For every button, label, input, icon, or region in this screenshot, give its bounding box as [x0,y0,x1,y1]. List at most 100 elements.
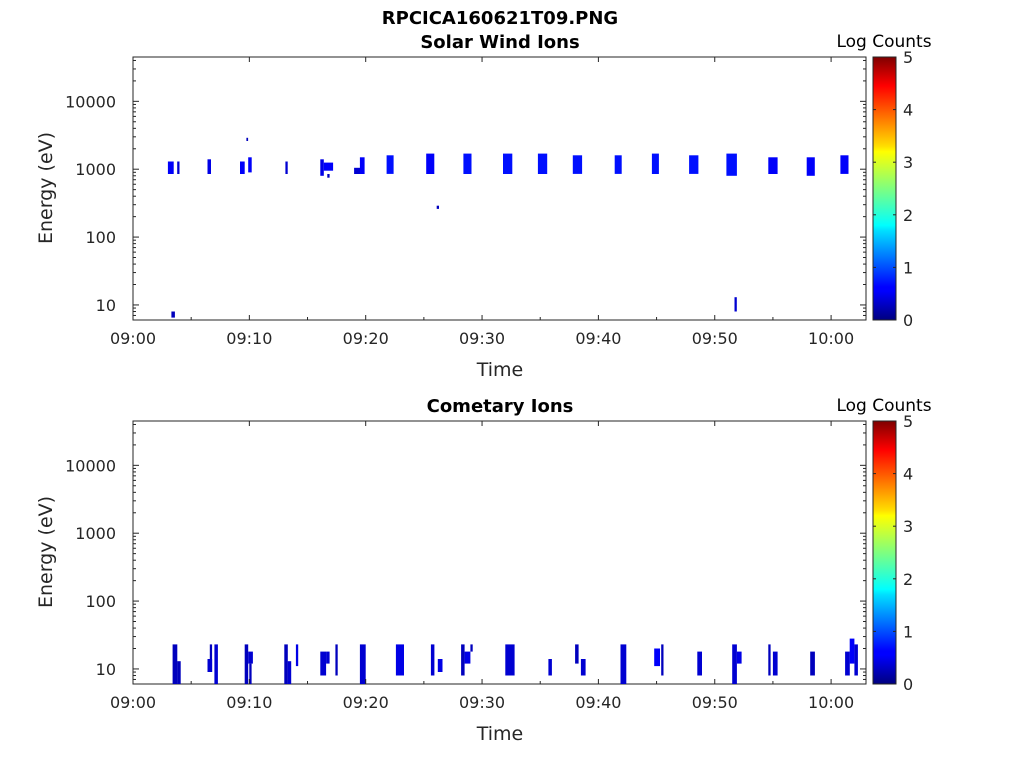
solar-wind-cell [177,161,180,174]
solar-wind-y-ticks: 10 100 1000 10000 [65,59,866,321]
cometary-cell [661,644,664,676]
cometary-plot-area [132,420,867,685]
solar-wind-y-tick-label: 10000 [65,92,116,111]
solar-wind-cell [167,161,174,174]
cometary-x-tick-label: 09:30 [459,693,505,712]
solar-wind-cell [386,155,394,174]
solar-wind-cell [840,155,849,174]
solar-wind-cell [436,205,439,209]
cometary-cell [395,644,404,676]
cometary-cell [736,651,742,664]
solar-wind-x-ticks: 09:00 09:10 09:20 09:30 09:40 09:50 10:00 [110,57,854,348]
cometary-cell [320,651,327,676]
cometary-cell [244,644,249,684]
cometary-colorbar-tick-label: 5 [903,412,913,431]
solar-wind-panel: Solar Wind Ions 09:00 09:10 09:20 09:30 09:4… [35,32,932,381]
solar-wind-colorbar-tick-label: 4 [903,101,913,120]
solar-wind-cell [246,137,249,141]
solar-wind-cell [327,174,330,178]
cometary-cell [620,644,627,684]
cometary-cell [548,659,552,676]
cometary-y-tick-label: 100 [85,592,116,611]
cometary-cell [810,651,815,676]
cometary-colorbar-tick-label: 3 [903,517,913,536]
cometary-y-tick-label: 10 [96,660,116,679]
cometary-cell [284,644,288,684]
cometary-x-tick-label: 09:00 [110,693,156,712]
solar-wind-x-tick-label: 09:50 [692,329,738,348]
solar-wind-y-tick-label: 10 [96,296,116,315]
solar-wind-cell [689,155,699,174]
cometary-x-label: Time [476,723,524,745]
solar-wind-x-tick-label: 09:30 [459,329,505,348]
solar-wind-cell [248,157,252,173]
solar-wind-cell [726,153,737,176]
cometary-cell [359,644,366,684]
cometary-cell [326,651,330,664]
solar-wind-colorbar-tick-label: 0 [903,311,913,330]
cometary-cell [654,648,660,667]
cometary-cells [172,638,858,684]
solar-wind-x-tick-label: 09:00 [110,329,156,348]
cometary-cell [461,644,465,676]
cometary-colorbar-tick-label: 0 [903,675,913,694]
cometary-y-tick-label: 1000 [75,524,116,543]
cometary-title: Cometary Ions [427,396,574,417]
cometary-cell [207,659,213,672]
solar-wind-cell [503,153,513,174]
cometary-x-tick-label: 09:20 [343,693,389,712]
cometary-cell [177,661,181,684]
cometary-cell [287,661,292,684]
cometary-colorbar-label: Log Counts [836,396,931,416]
cometary-cell [575,644,579,664]
cometary-cell [732,644,737,684]
cometary-cell [768,644,771,676]
cometary-cell [470,644,473,652]
solar-wind-cell [614,155,622,174]
solar-wind-colorbar-label: Log Counts [836,32,931,52]
solar-wind-cell [537,153,548,174]
cometary-cell [209,644,213,659]
cometary-y-tick-label: 10000 [65,456,116,475]
solar-wind-colorbar-tick-label: 5 [903,48,913,67]
cometary-x-tick-label: 10:00 [808,693,854,712]
solar-wind-cell [426,153,435,174]
solar-wind-cell [572,155,583,174]
solar-wind-cells [167,137,849,318]
cometary-colorbar [872,420,897,685]
solar-wind-y-label: Energy (eV) [35,132,57,244]
cometary-cell [437,659,443,672]
solar-wind-cell [207,159,211,174]
solar-wind-colorbar-tick-label: 3 [903,153,913,172]
solar-wind-cell [651,153,659,174]
solar-wind-cell [320,159,324,176]
solar-wind-cell [734,297,737,312]
cometary-x-ticks: 09:00 09:10 09:20 09:30 09:40 09:50 10:00 [110,421,854,712]
cometary-cell [845,651,850,676]
solar-wind-cell [323,162,334,171]
solar-wind-x-label: Time [476,359,524,381]
solar-wind-colorbar-tick-label: 2 [903,206,913,225]
cometary-cell [854,644,858,676]
cometary-x-tick-label: 09:10 [226,693,272,712]
cometary-cell [505,644,515,676]
cometary-y-label: Energy (eV) [35,496,57,608]
cometary-cell [697,651,702,676]
solar-wind-colorbar [872,56,897,321]
cometary-cell [249,663,252,684]
cometary-x-tick-label: 09:50 [692,693,738,712]
cometary-x-tick-label: 09:40 [575,693,621,712]
solar-wind-cell [463,153,472,174]
solar-wind-x-tick-label: 09:20 [343,329,389,348]
cometary-colorbar-tick-label: 2 [903,570,913,589]
solar-wind-cell [354,167,362,174]
cometary-cell [172,644,178,684]
solar-wind-y-tick-label: 100 [85,228,116,247]
solar-wind-colorbar-ticks: 0 1 2 3 4 5 [873,48,913,330]
cometary-colorbar-tick-label: 4 [903,465,913,484]
solar-wind-y-tick-label: 1000 [75,160,116,179]
cometary-panel: Cometary Ions 09:00 09:10 09:20 09:30 09:40 0… [35,396,932,745]
cometary-cell [214,644,218,684]
solar-wind-x-tick-label: 09:10 [226,329,272,348]
